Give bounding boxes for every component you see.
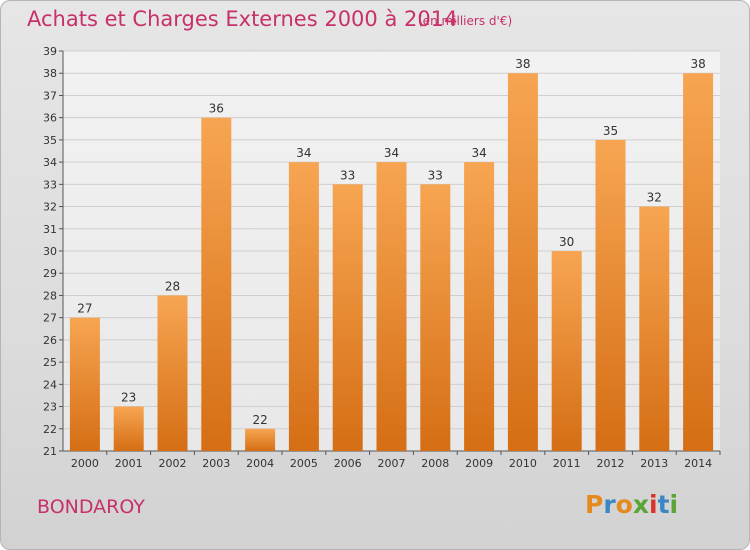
- data-label: 34: [384, 146, 399, 160]
- y-tick-label: 33: [43, 178, 57, 191]
- x-tick-label: 2003: [202, 457, 230, 470]
- data-label: 33: [428, 168, 443, 182]
- chart-title: Achats et Charges Externes 2000 à 2014: [27, 7, 458, 31]
- data-label: 34: [471, 146, 486, 160]
- data-label: 38: [690, 57, 705, 71]
- y-tick-label: 30: [43, 245, 57, 258]
- x-tick-label: 2012: [597, 457, 625, 470]
- bar: [683, 73, 714, 451]
- bar: [464, 162, 495, 451]
- data-label: 32: [647, 191, 662, 205]
- y-tick-label: 25: [43, 356, 57, 369]
- bar: [595, 139, 626, 451]
- bar: [507, 73, 538, 451]
- logo-letter: i: [649, 490, 658, 519]
- y-tick-label: 26: [43, 334, 57, 347]
- place-name: BONDAROY: [37, 496, 145, 518]
- data-label: 28: [165, 279, 180, 293]
- x-tick-label: 2006: [334, 457, 362, 470]
- bar: [113, 406, 144, 451]
- x-tick-label: 2001: [115, 457, 143, 470]
- data-label: 34: [296, 146, 311, 160]
- y-tick-label: 21: [43, 445, 57, 458]
- y-tick-label: 27: [43, 312, 57, 325]
- data-label: 35: [603, 124, 618, 138]
- bar: [332, 184, 363, 452]
- x-tick-label: 2013: [640, 457, 668, 470]
- y-tick-label: 32: [43, 201, 57, 214]
- x-tick-label: 2011: [553, 457, 581, 470]
- y-tick-label: 22: [43, 423, 57, 436]
- logo-letter: r: [603, 490, 616, 519]
- bar: [288, 162, 319, 451]
- logo-letter: o: [615, 490, 633, 519]
- x-tick-label: 2014: [684, 457, 712, 470]
- x-tick-label: 2004: [246, 457, 274, 470]
- proxiti-logo: Proxiti: [585, 490, 678, 519]
- y-tick-label: 29: [43, 267, 57, 280]
- y-tick-label: 38: [43, 67, 57, 80]
- logo-letter: t: [657, 490, 670, 519]
- x-tick-label: 2010: [509, 457, 537, 470]
- bar: [157, 295, 188, 451]
- y-tick-label: 37: [43, 89, 57, 102]
- y-tick-label: 34: [43, 156, 57, 169]
- x-tick-label: 2002: [159, 457, 187, 470]
- y-tick-label: 35: [43, 134, 57, 147]
- x-tick-label: 2000: [71, 457, 99, 470]
- x-tick-label: 2007: [378, 457, 406, 470]
- y-tick-label: 31: [43, 223, 57, 236]
- x-tick-label: 2009: [465, 457, 493, 470]
- y-tick-label: 36: [43, 112, 57, 125]
- y-tick-label: 28: [43, 289, 57, 302]
- logo-letter: x: [632, 490, 649, 519]
- logo-letter: P: [585, 490, 604, 519]
- data-label: 33: [340, 168, 355, 182]
- chart-subtitle: (en milliers d'€): [418, 14, 513, 28]
- y-tick-label: 23: [43, 401, 57, 414]
- y-tick-label: 24: [43, 378, 57, 391]
- data-label: 36: [209, 102, 224, 116]
- y-tick-label: 39: [43, 45, 57, 58]
- bar: [639, 206, 670, 451]
- data-label: 22: [252, 413, 267, 427]
- x-tick-label: 2008: [421, 457, 449, 470]
- data-label: 38: [515, 57, 530, 71]
- data-label: 27: [77, 302, 92, 316]
- data-label: 23: [121, 391, 136, 405]
- bar: [201, 117, 232, 452]
- logo-letter: i: [669, 490, 679, 519]
- bar: [245, 428, 276, 451]
- x-tick-label: 2005: [290, 457, 318, 470]
- bar: [551, 251, 582, 451]
- bar: [376, 162, 407, 451]
- data-label: 30: [559, 235, 574, 249]
- bar: [420, 184, 451, 452]
- bar: [69, 317, 100, 451]
